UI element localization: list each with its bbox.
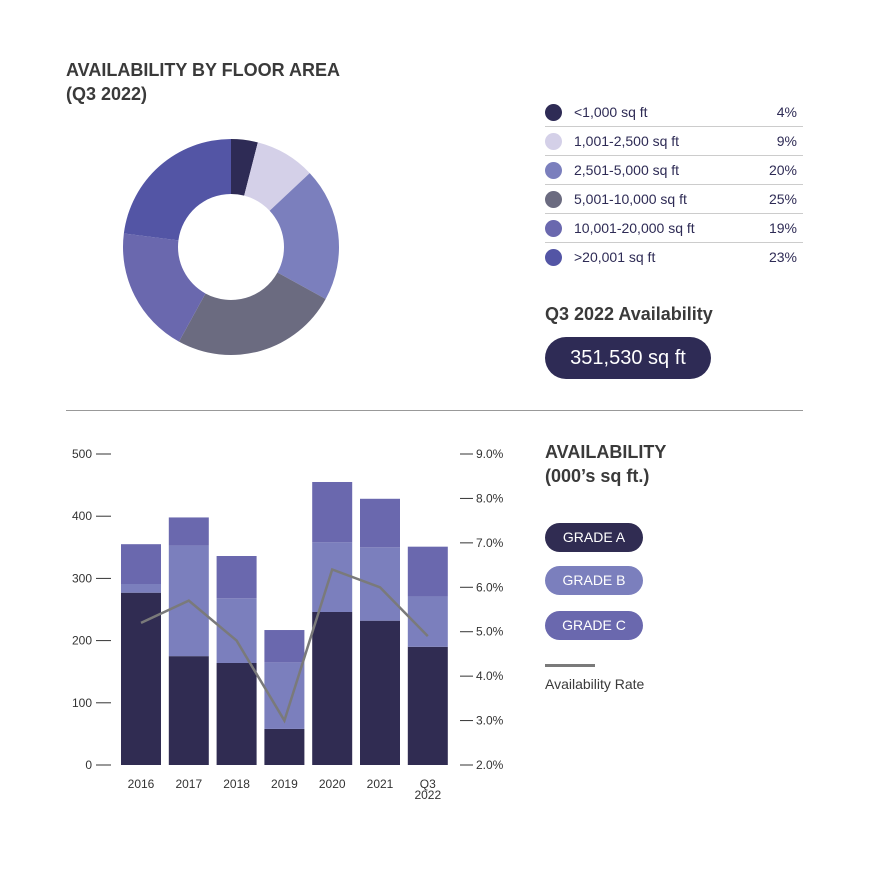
- bar-segment-grade-b: [360, 547, 400, 621]
- donut-legend: <1,000 sq ft 4% 1,001-2,500 sq ft 9% 2,501…: [545, 98, 803, 271]
- y2-tick-label: 4.0%: [476, 669, 504, 683]
- y-tick-label: 400: [72, 509, 92, 523]
- y2-tick-label: 6.0%: [476, 580, 504, 594]
- bar-title-line2: (000’s sq ft.): [545, 466, 650, 486]
- legend-value: 19%: [768, 220, 797, 236]
- donut-slice: [269, 173, 339, 300]
- bar-segment-grade-b: [121, 583, 161, 593]
- legend-dot-icon: [545, 190, 562, 208]
- legend-label: >20,001 sq ft: [574, 249, 656, 265]
- bar-segment-grade-b: [216, 598, 257, 663]
- x-tick-label: 2020: [319, 777, 346, 791]
- donut-slice: [123, 139, 231, 241]
- x-tick-label: 2018: [223, 777, 250, 791]
- legend-grade-a: GRADE A: [545, 523, 643, 552]
- legend-value: 9%: [776, 133, 797, 149]
- bar-segment-grade-a: [121, 592, 161, 765]
- legend-item: 5,001-10,000 sq ft 25%: [545, 185, 803, 214]
- bar-segment-grade-c: [121, 544, 161, 584]
- legend-value: 20%: [768, 162, 797, 178]
- legend-rate-line-icon: [545, 664, 595, 667]
- bar-segment-grade-c: [312, 481, 353, 543]
- legend-dot-icon: [545, 219, 562, 237]
- legend-grade-b: GRADE B: [545, 566, 643, 595]
- x-tick-label: 2017: [175, 777, 202, 791]
- y-tick-label: 200: [72, 634, 92, 648]
- x-tick-label: Q3: [420, 777, 436, 791]
- bar-segment-grade-a: [407, 646, 448, 765]
- x-tick-label: 2019: [271, 777, 298, 791]
- y2-tick-label: 9.0%: [476, 447, 504, 461]
- bar-segment-grade-a: [216, 662, 257, 765]
- y-tick-label: 0: [85, 758, 92, 772]
- donut-title-line1: AVAILABILITY BY FLOOR AREA: [66, 60, 341, 80]
- legend-label: 10,001-20,000 sq ft: [574, 220, 695, 236]
- donut-slice: [178, 272, 326, 355]
- x-tick-label: 2016: [128, 777, 155, 791]
- bar-segment-grade-c: [216, 556, 257, 599]
- legend-dot-icon: [545, 103, 562, 121]
- y-tick-label: 500: [72, 447, 92, 461]
- bar-segment-grade-c: [360, 498, 400, 548]
- legend-dot-icon: [545, 248, 562, 266]
- legend-item: 1,001-2,500 sq ft 9%: [545, 127, 803, 156]
- legend-item: 10,001-20,000 sq ft 19%: [545, 214, 803, 243]
- legend-dot-icon: [545, 161, 562, 179]
- x-tick-label: 2021: [367, 777, 394, 791]
- y-tick-label: 300: [72, 571, 92, 585]
- y2-tick-label: 8.0%: [476, 491, 504, 505]
- y2-tick-label: 2.0%: [476, 758, 504, 772]
- legend-rate-label: Availability Rate: [545, 676, 645, 692]
- y-tick-label: 100: [72, 696, 92, 710]
- y2-tick-label: 5.0%: [476, 625, 504, 639]
- bar-segment-grade-a: [168, 656, 209, 765]
- legend-item: >20,001 sq ft 23%: [545, 243, 803, 271]
- donut-title: AVAILABILITY BY FLOOR AREA (Q3 2022): [66, 58, 340, 106]
- legend-value: 25%: [768, 191, 797, 207]
- bar-segment-grade-c: [407, 546, 448, 597]
- legend-label: 2,501-5,000 sq ft: [574, 162, 680, 178]
- legend-value: 4%: [776, 104, 797, 120]
- legend-label: 5,001-10,000 sq ft: [574, 191, 687, 207]
- legend-label: 1,001-2,500 sq ft: [574, 133, 680, 149]
- donut-title-line2: (Q3 2022): [66, 84, 148, 104]
- bar-segment-grade-c: [168, 517, 209, 546]
- bar-segment-grade-b: [312, 542, 353, 612]
- availability-value-badge: 351,530 sq ft: [545, 337, 711, 379]
- section-divider: [66, 410, 803, 411]
- legend-grade-c: GRADE C: [545, 611, 643, 640]
- legend-value: 23%: [768, 249, 797, 265]
- donut-slice: [244, 142, 310, 211]
- donut-slice: [122, 233, 206, 342]
- bar-segment-grade-a: [312, 611, 353, 765]
- legend-item: <1,000 sq ft 4%: [545, 98, 803, 127]
- bar-title-line1: AVAILABILITY: [545, 442, 667, 462]
- legend-dot-icon: [545, 132, 562, 150]
- donut-slice: [231, 139, 258, 196]
- legend-label: <1,000 sq ft: [574, 104, 648, 120]
- y2-tick-label: 7.0%: [476, 536, 504, 550]
- x-tick-label: 2022: [414, 788, 441, 802]
- bar-segment-grade-c: [264, 630, 305, 663]
- legend-item: 2,501-5,000 sq ft 20%: [545, 156, 803, 185]
- y2-tick-label: 3.0%: [476, 714, 504, 728]
- availability-label: Q3 2022 Availability: [545, 304, 713, 324]
- bar-segment-grade-a: [264, 728, 305, 765]
- bar-chart-title: AVAILABILITY (000’s sq ft.): [545, 440, 666, 488]
- bar-segment-grade-a: [360, 620, 400, 765]
